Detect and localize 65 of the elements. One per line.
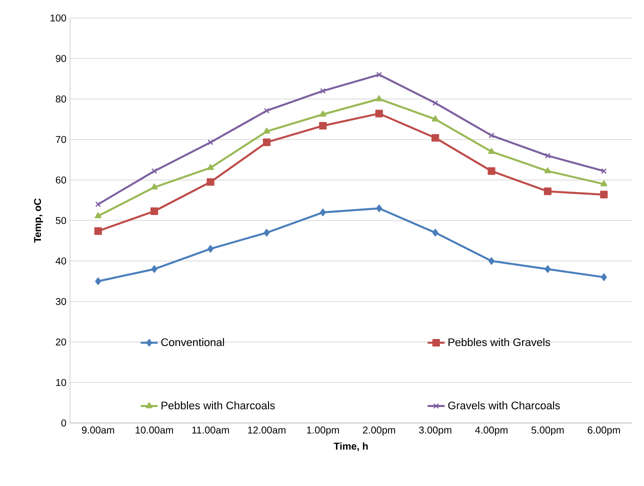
point: [544, 188, 552, 196]
point: [488, 148, 495, 154]
point: [488, 132, 494, 138]
point: [320, 110, 326, 117]
y-tick-label: 30: [56, 298, 66, 306]
y-tick-label: 40: [56, 257, 66, 265]
x-tick-label: 2.00pm: [362, 426, 396, 436]
y-tick-label: 100: [50, 14, 66, 22]
point: [376, 204, 382, 212]
x-axis-title: Time, h: [334, 442, 368, 452]
legend-label: Conventional: [161, 338, 224, 346]
legend-label: Gravels with Charcoals: [448, 401, 560, 410]
point: [544, 167, 552, 174]
point: [432, 115, 439, 122]
x-tick-label: 5.00pm: [531, 426, 564, 436]
x-tick-label: 11.00am: [192, 426, 229, 434]
point: [319, 122, 327, 130]
point: [432, 228, 438, 236]
y-tick-label: 50: [56, 216, 66, 224]
y-tick-label: 60: [56, 176, 66, 184]
point: [488, 257, 494, 265]
point: [94, 212, 102, 218]
point: [206, 178, 214, 186]
point: [262, 138, 270, 146]
y-tick-label: 80: [56, 95, 66, 103]
point: [600, 190, 608, 198]
y-tick-label: 20: [56, 338, 66, 346]
point: [544, 152, 551, 159]
x-tick-label: 6.00pm: [588, 426, 620, 436]
point: [432, 134, 440, 142]
point: [600, 180, 608, 186]
x-tick-label: 9.00am: [82, 426, 114, 434]
point: [375, 110, 383, 118]
point: [208, 245, 214, 253]
point: [207, 164, 214, 170]
point: [151, 168, 158, 174]
y-tick-label: 90: [56, 54, 66, 62]
point: [376, 95, 382, 102]
point: [432, 100, 438, 106]
point: [320, 208, 326, 216]
point: [320, 88, 326, 94]
x-tick-label: 1.00pm: [307, 426, 339, 436]
point: [264, 228, 270, 236]
point: [95, 277, 102, 286]
legend-label: Pebbles with Charcoals: [162, 401, 275, 410]
point: [150, 207, 158, 215]
point: [208, 139, 214, 146]
point: [376, 72, 382, 78]
x-tick-label: 3.00pm: [419, 426, 452, 436]
y-tick-label: 70: [56, 136, 66, 144]
y-tick-label: 10: [56, 378, 66, 386]
point: [264, 108, 270, 114]
point: [263, 128, 270, 134]
y-tick-label: 0: [61, 419, 66, 427]
point: [600, 273, 607, 281]
point: [544, 265, 551, 273]
x-tick-label: 12.00am: [248, 426, 286, 434]
legend-label: Pebbles with Gravels: [448, 338, 550, 346]
x-tick-label: 4.00pm: [475, 426, 508, 436]
point: [151, 265, 158, 273]
point: [94, 227, 102, 235]
y-axis-title: Temp, oC: [34, 198, 44, 243]
point: [150, 184, 158, 190]
point: [488, 167, 496, 175]
x-tick-label: 10.00am: [136, 426, 174, 434]
